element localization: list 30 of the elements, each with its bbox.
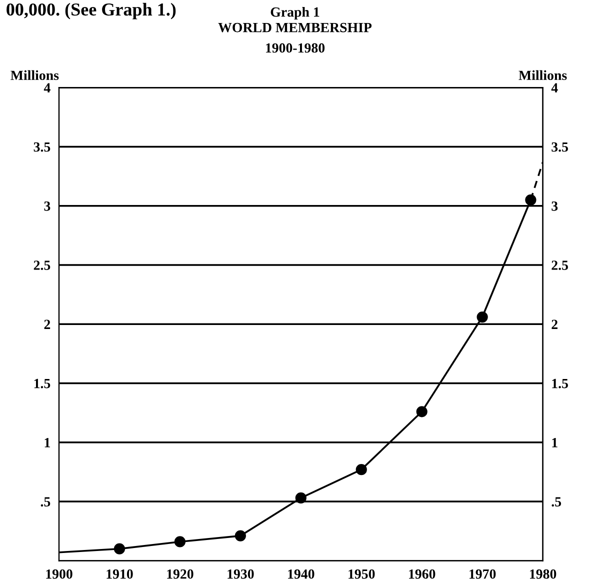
y-axis-title: Millions bbox=[10, 70, 59, 80]
y2-tick-label: 2 bbox=[552, 320, 558, 329]
y2-tick-label: .5 bbox=[552, 497, 562, 507]
x-tick-label: 1970 bbox=[470, 569, 496, 579]
x-tick-label: 1930 bbox=[228, 569, 254, 579]
chart-subtitle: 1900-1980 bbox=[266, 43, 325, 53]
y2-tick-label: 2.5 bbox=[552, 260, 568, 270]
x-tick-label: 1950 bbox=[348, 569, 375, 579]
x-tick-label: 1900 bbox=[46, 569, 72, 579]
y2-tick-label: 3 bbox=[552, 201, 558, 211]
x-tick-label: 1910 bbox=[106, 569, 133, 579]
x-tick-label: 1960 bbox=[409, 569, 436, 579]
y-tick-label: .5 bbox=[40, 497, 50, 507]
x-tick-label: 1980 bbox=[530, 569, 556, 579]
x-tick-label: 1940 bbox=[288, 569, 314, 579]
y2-tick-label: 1.5 bbox=[552, 378, 568, 388]
y2-tick-label: 4 bbox=[551, 83, 558, 92]
y2-tick-label: 3.5 bbox=[552, 142, 568, 152]
y-tick-label: 1 bbox=[44, 438, 50, 448]
y-tick-label: 4 bbox=[44, 83, 50, 92]
y-tick-label: 3 bbox=[44, 201, 50, 211]
y-tick-label: 2.5 bbox=[34, 260, 50, 270]
y2-tick-label: 1 bbox=[552, 438, 558, 448]
chart-title: Graph 1 WORLD MEMBERSHIP bbox=[218, 6, 372, 32]
x-tick-label: 1920 bbox=[167, 569, 194, 579]
y-tick-label: 3.5 bbox=[34, 142, 50, 152]
text: 00,000. (See Graph 1.) bbox=[6, 2, 176, 20]
y-tick-label: 2 bbox=[44, 320, 50, 329]
y-tick-label: 1.5 bbox=[34, 378, 50, 388]
y2-axis-title: Millions bbox=[518, 70, 567, 80]
